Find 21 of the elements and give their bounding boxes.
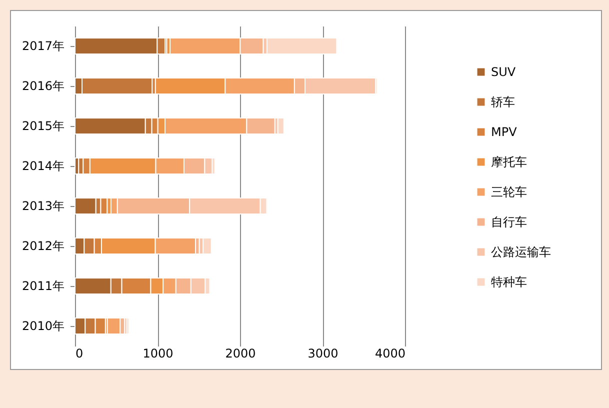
legend-label: SUV bbox=[491, 65, 516, 79]
y-tick-label: 2011年 bbox=[22, 279, 64, 293]
y-tick-label: 2017年 bbox=[22, 39, 64, 53]
legend-label: MPV bbox=[491, 125, 518, 139]
x-tick-label: 4000 bbox=[374, 346, 406, 360]
legend-label: 轿车 bbox=[491, 95, 515, 109]
x-tick-label: 1000 bbox=[142, 346, 174, 360]
legend-label: 公路运输车 bbox=[491, 245, 551, 259]
x-tick-label: 0 bbox=[76, 346, 84, 360]
legend-label: 自行车 bbox=[491, 215, 527, 229]
y-tick-label: 2014年 bbox=[22, 159, 64, 173]
legend-label: 三轮车 bbox=[491, 185, 527, 199]
x-tick-label: 3000 bbox=[308, 346, 338, 360]
y-tick-label: 2016年 bbox=[22, 79, 64, 93]
x-tick-label: 2000 bbox=[225, 346, 256, 360]
y-tick-label: 2015年 bbox=[22, 119, 64, 133]
y-tick-label: 2010年 bbox=[22, 319, 64, 333]
legend-label: 摩托车 bbox=[491, 155, 527, 169]
y-tick-label: 2013年 bbox=[22, 199, 64, 213]
legend-label: 特种车 bbox=[491, 275, 527, 289]
y-tick-label: 2012年 bbox=[22, 239, 64, 253]
